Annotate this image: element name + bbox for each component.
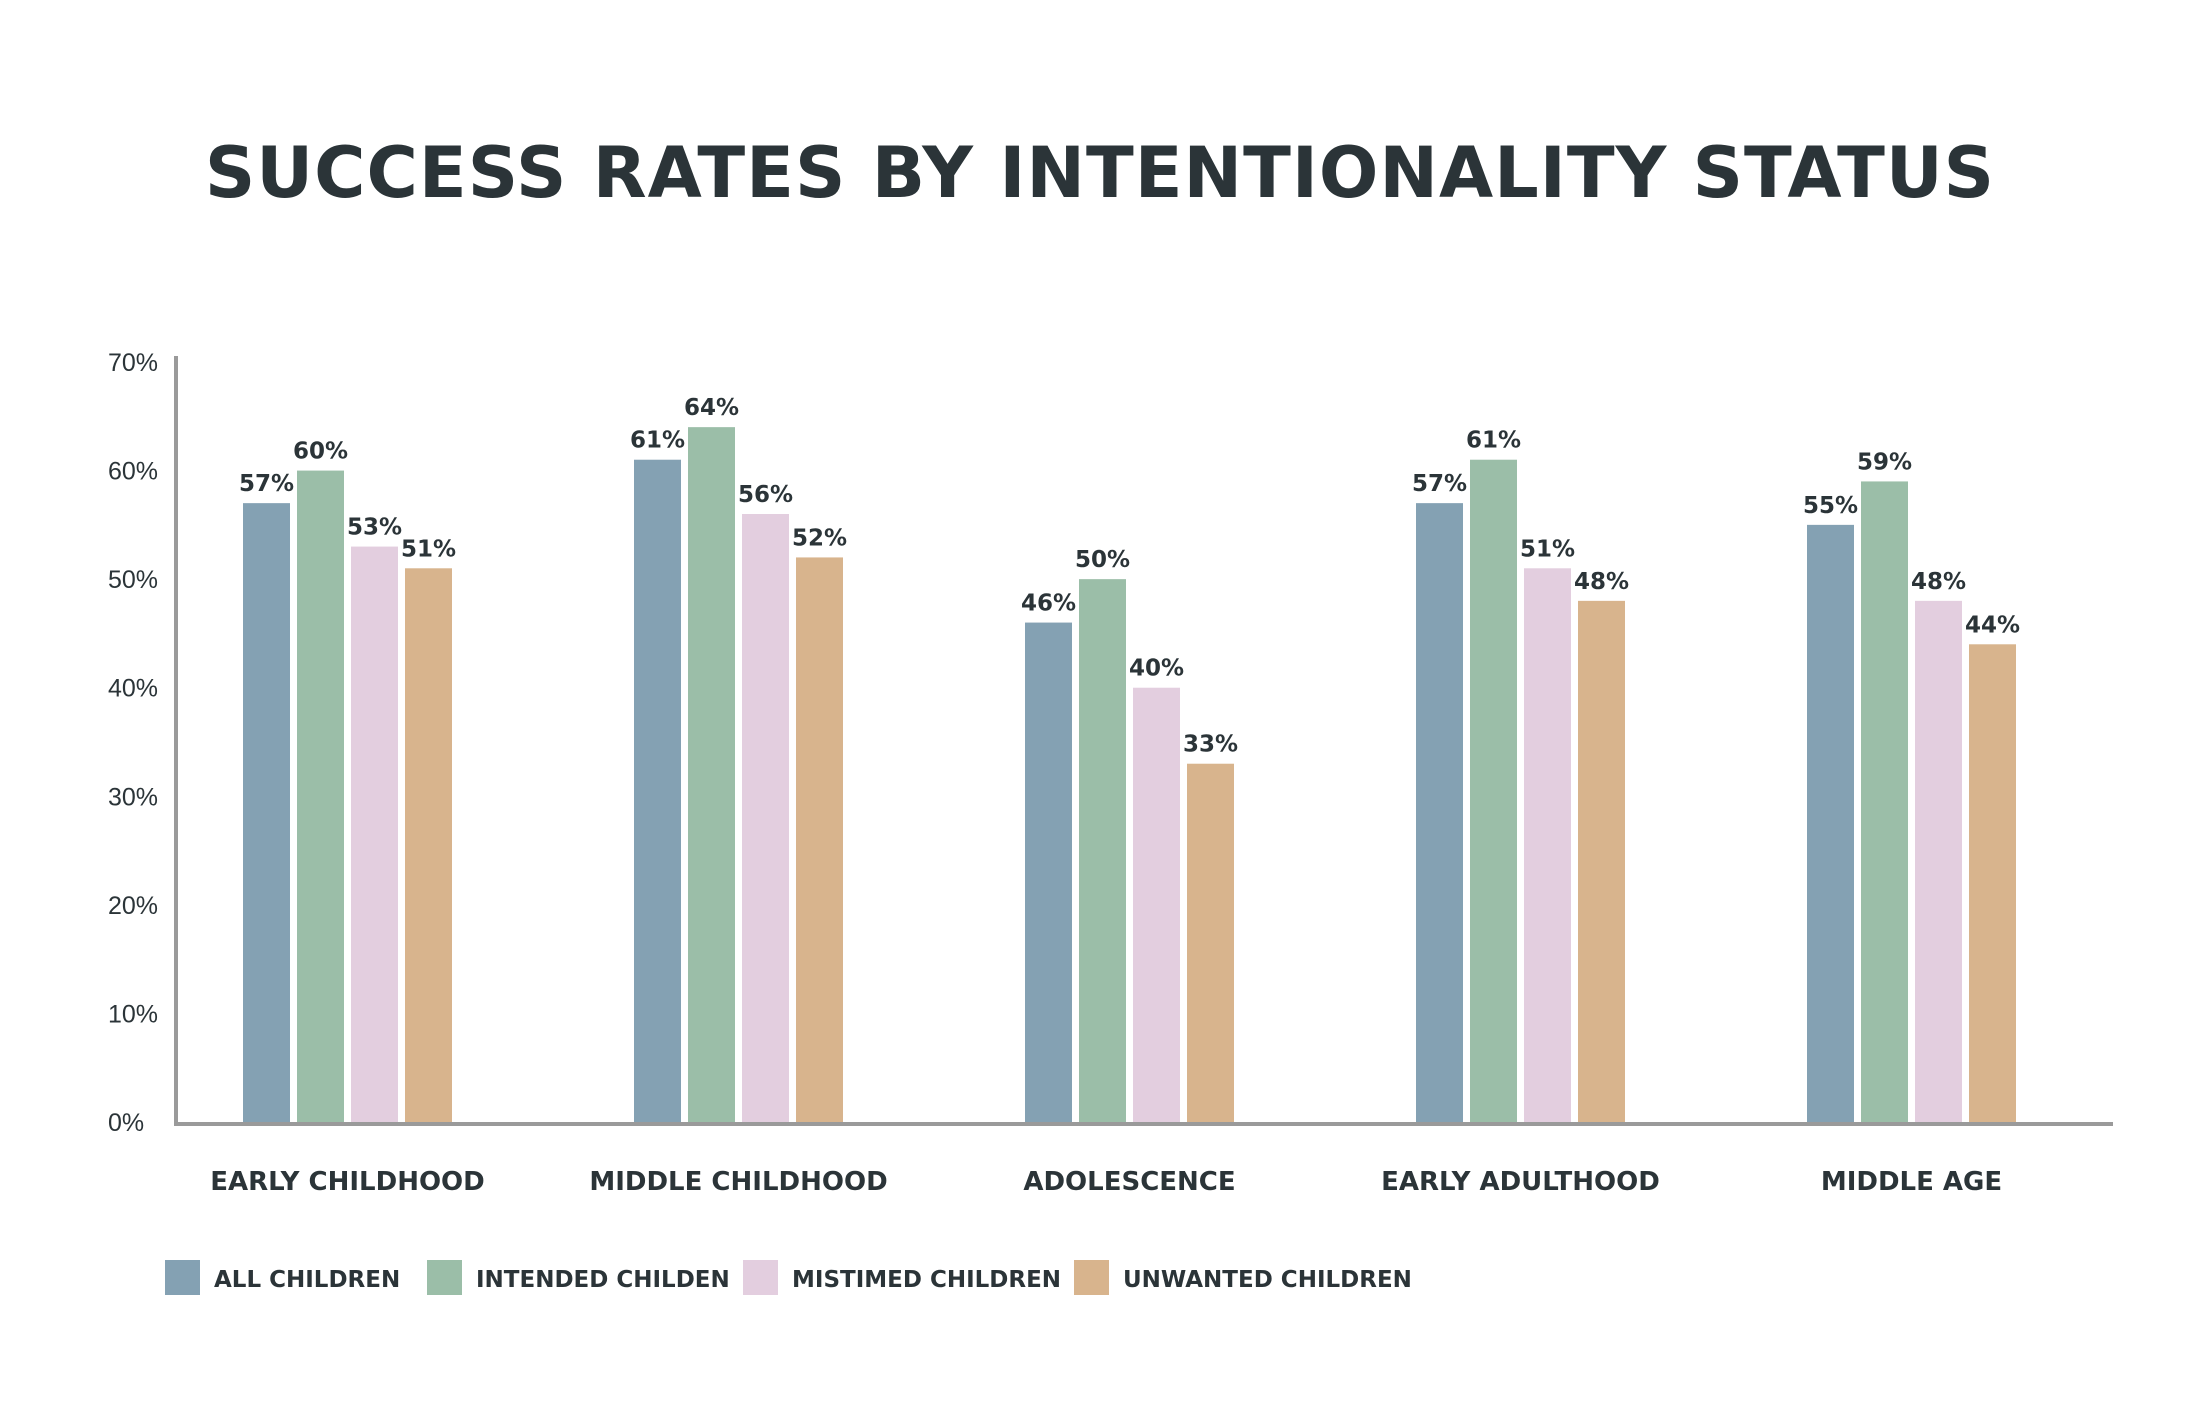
bar (1969, 644, 2016, 1122)
x-category-label: EARLY CHILDHOOD (210, 1167, 485, 1197)
bar (405, 568, 452, 1122)
y-tick-label: 40% (108, 675, 158, 703)
bar (1133, 687, 1180, 1122)
category-labels: EARLY CHILDHOOD MIDDLE CHILDHOOD ADOLESCEN… (210, 1167, 2002, 1197)
x-category-label: MIDDLE CHILDHOOD (589, 1167, 887, 1197)
data-label: 56% (738, 482, 793, 508)
y-tick-label: 10% (108, 1000, 158, 1028)
data-labels: 57%60%53%51%61%64%56%52%46%50%40%33%57%6… (239, 395, 2020, 758)
bar (1187, 763, 1234, 1122)
y-tick-label: 50% (108, 566, 158, 594)
legend-swatch (427, 1260, 462, 1295)
data-label: 61% (1466, 428, 1521, 454)
x-category-label: ADOLESCENCE (1023, 1167, 1235, 1197)
bar (297, 470, 344, 1123)
bar (1861, 481, 1908, 1122)
legend-swatch (165, 1260, 200, 1295)
x-category-label: EARLY ADULTHOOD (1381, 1167, 1660, 1197)
data-label: 51% (1520, 536, 1575, 562)
bar (742, 514, 789, 1122)
data-label: 50% (1075, 547, 1130, 573)
y-tick-label: 60% (108, 458, 158, 486)
data-label: 46% (1021, 591, 1076, 617)
x-category-label: MIDDLE AGE (1821, 1167, 2002, 1197)
data-label: 48% (1574, 569, 1629, 595)
chart-title: SUCCESS RATES BY INTENTIONALITY STATUS (205, 132, 1995, 214)
data-label: 40% (1129, 656, 1184, 682)
bars (243, 427, 2016, 1123)
y-tick-label: 20% (108, 892, 158, 920)
data-label: 44% (1965, 612, 2020, 638)
data-label: 33% (1183, 732, 1238, 758)
data-label: 57% (239, 471, 294, 497)
data-label: 60% (293, 439, 348, 465)
bar (1807, 524, 1854, 1122)
data-label: 64% (684, 395, 739, 421)
legend: ALL CHILDREN INTENDED CHILDEN MISTIMED CHI… (165, 1260, 1412, 1295)
data-label: 52% (792, 525, 847, 551)
y-axis-ticks: 0% 10% 20% 30% 40% 50% 60% 70% (108, 349, 158, 1137)
y-tick-label: 30% (108, 783, 158, 811)
bar (1578, 600, 1625, 1122)
bar (688, 427, 735, 1123)
y-tick-label: 0% (108, 1109, 144, 1137)
bar (1470, 459, 1517, 1122)
legend-label: INTENDED CHILDEN (476, 1267, 730, 1293)
legend-label: MISTIMED CHILDREN (792, 1267, 1061, 1293)
data-label: 51% (401, 536, 456, 562)
y-tick-label: 70% (108, 349, 158, 377)
bar (1915, 600, 1962, 1122)
data-label: 61% (630, 428, 685, 454)
bar (634, 459, 681, 1122)
data-label: 53% (347, 515, 402, 541)
bar (1079, 579, 1126, 1122)
bar (351, 546, 398, 1122)
bar (243, 503, 290, 1123)
legend-label: ALL CHILDREN (214, 1267, 400, 1293)
bar (1524, 568, 1571, 1122)
bar (1025, 622, 1072, 1122)
data-label: 55% (1803, 493, 1858, 519)
bar (1416, 503, 1463, 1123)
legend-swatch (1074, 1260, 1109, 1295)
legend-label: UNWANTED CHILDREN (1123, 1267, 1412, 1293)
data-label: 48% (1911, 569, 1966, 595)
legend-swatch (743, 1260, 778, 1295)
data-label: 59% (1857, 449, 1912, 475)
data-label: 57% (1412, 471, 1467, 497)
bar (796, 557, 843, 1122)
